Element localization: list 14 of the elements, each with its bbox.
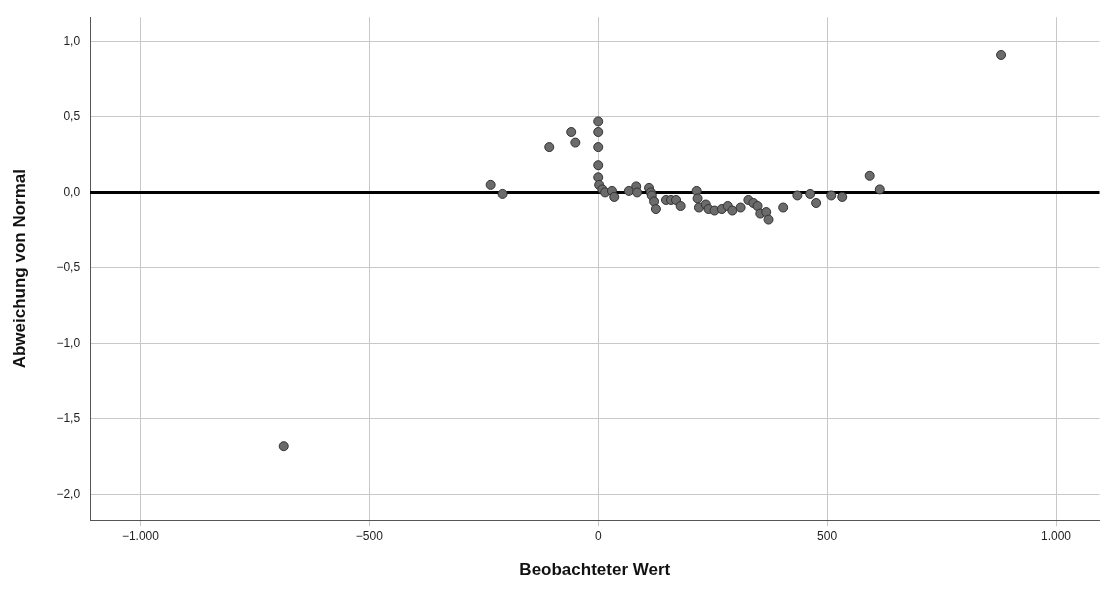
x-tick-label: 0	[594, 528, 602, 543]
y-tick-label: −2,0	[56, 486, 81, 501]
y-axis-title: Abweichung von Normal	[9, 169, 29, 369]
x-tick-label: −1.000	[121, 528, 160, 543]
y-tick-label: −0,5	[56, 260, 81, 275]
x-tick-label: 500	[817, 528, 838, 543]
y-tick-label: 0,5	[63, 109, 81, 124]
y-tick-label: −1,0	[56, 335, 81, 350]
y-tick-label: 1,0	[63, 33, 81, 48]
y-tick-label: 0,0	[63, 184, 81, 199]
x-tick-label: −500	[355, 528, 384, 543]
x-axis-title: Beobachteter Wert	[519, 560, 671, 580]
y-tick-label: −1,5	[56, 411, 81, 426]
x-tick-label: 1.000	[1040, 528, 1072, 543]
